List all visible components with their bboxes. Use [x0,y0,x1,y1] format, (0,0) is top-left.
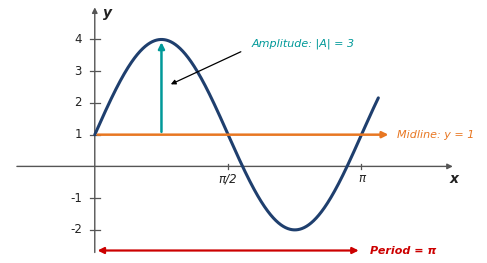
Text: 3: 3 [75,65,82,78]
Text: 1: 1 [75,128,82,141]
Text: y: y [103,6,112,20]
Text: Amplitude: |A| = 3: Amplitude: |A| = 3 [252,39,355,49]
Text: -2: -2 [70,223,82,236]
Text: -1: -1 [70,192,82,205]
Text: 2: 2 [75,97,82,109]
Text: Midline: y = 1: Midline: y = 1 [397,130,474,140]
Text: x: x [450,172,459,186]
Text: π: π [358,172,365,185]
Text: Period = π: Period = π [370,245,436,255]
Text: π/2: π/2 [219,172,238,185]
Text: 4: 4 [75,33,82,46]
